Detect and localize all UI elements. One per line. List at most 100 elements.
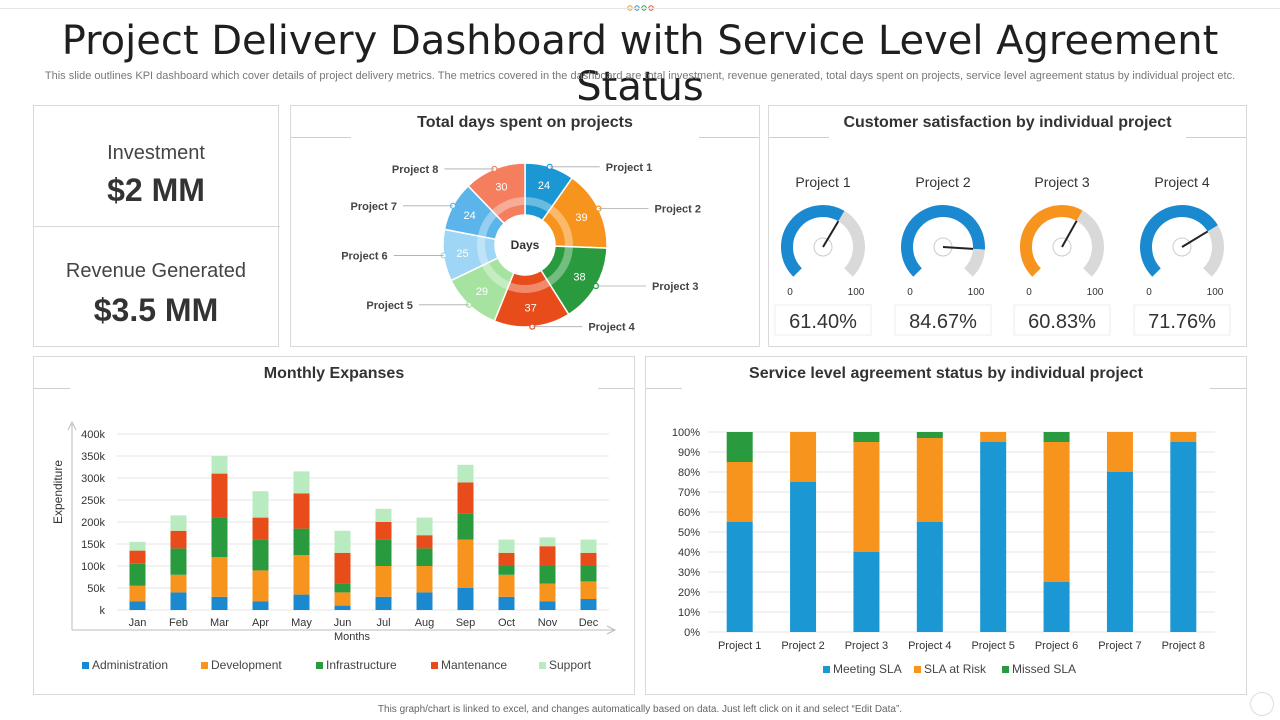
page-title: Project Delivery Dashboard with Service … [61,18,1219,110]
y-tick-label: 0% [684,627,700,639]
gauge-min-label: 0 [787,287,793,298]
gauge-track-arc [1202,225,1224,277]
x-tick-label: Aug [415,617,435,629]
slice-category-label: Project 6 [341,250,387,262]
donut-center-label: Days [511,238,540,252]
expense-bar-segment [170,548,187,575]
expense-bar-segment [375,508,392,522]
expense-bar-segment [293,471,310,494]
slice-category-label: Project 1 [606,162,652,174]
expense-bar-segment [334,552,351,584]
expense-bar-segment [457,588,474,610]
expense-bar-segment [498,539,515,553]
x-tick-label: Jun [334,617,352,629]
legend-label: Meeting SLA [833,662,902,676]
x-tick-label: Project 6 [1035,640,1078,652]
expense-bar-segment [211,557,228,597]
expense-bar-segment [170,574,187,593]
revenue-label: Revenue Generated [65,260,247,282]
gauge-value-box [894,304,992,336]
expense-bar-segment [498,574,515,597]
expense-bar-segment [457,464,474,483]
expense-bar-segment [416,517,433,536]
gauge-value-box [1133,304,1231,336]
slice-category-label: Project 7 [350,201,396,213]
legend-label: Development [211,658,282,672]
expense-bar-segment [252,517,269,540]
sla-bar-segment [980,442,1007,632]
sla-bar-segment [726,432,753,462]
x-tick-label: Jul [376,617,390,629]
legend-label: Support [549,658,592,672]
expense-bar-segment [170,592,187,610]
gauge-value-arc [1140,205,1218,277]
y-axis-title: Expenditure [51,460,65,524]
sla-bar-segment [726,462,753,522]
donut-slice [467,162,526,225]
revenue-value: $3.5 MM [93,292,219,328]
investment-value: $2 MM [107,172,205,208]
slice-value-label: 25 [456,248,468,260]
x-axis-title: Months [334,631,371,643]
expense-bar-segment [416,566,433,593]
expense-bar-segment [334,605,351,610]
expense-bar-segment [129,550,146,564]
expanses-title: Monthly Expanses [263,365,405,382]
gauge-max-label: 100 [1087,287,1104,298]
slice-value-label: 24 [464,210,476,222]
y-tick-label: 50% [678,527,700,539]
gauge-needle [942,246,974,250]
kpi-divider [34,226,280,227]
title-rule [1186,137,1246,138]
gauge-min-label: 0 [907,287,913,298]
expense-bar-segment [539,537,556,547]
days-chart-panel: Total days spent on projects 24 Project 1… [290,105,760,347]
gauge-project-label: Project 4 [1154,174,1209,190]
expense-bar-segment [211,517,228,558]
donut-inner-ring [477,197,573,293]
sla-panel: Service level agreement status by indivi… [645,356,1247,695]
x-tick-label: Dec [579,617,599,629]
title-rule [34,388,70,389]
gauge-value-label: 84.67% [909,311,977,333]
y-tick-label: 60% [678,507,700,519]
legend-label: Mantenance [441,658,507,672]
expense-bar-segment [129,541,146,551]
y-axis-arrow [67,420,77,431]
gauge-value-label: 61.40% [789,311,857,333]
legend-swatch [914,666,921,673]
investment-label: Investment [107,142,205,164]
expense-bar-segment [129,563,146,586]
sla-bar-segment [1106,472,1133,632]
expense-bar-segment [211,456,228,474]
expense-bar-segment [129,601,146,610]
legend-swatch [823,666,830,673]
gauge-value-arc [901,205,985,277]
title-rule [1210,388,1246,389]
y-tick-label: 400k [81,429,105,441]
x-tick-label: Project 7 [1098,640,1141,652]
legend-label: Administration [92,658,168,672]
gauge-project-label: Project 2 [915,174,970,190]
x-tick-label: May [291,617,312,629]
expense-bar-segment [457,539,474,588]
legend-swatch [316,662,323,669]
satisfaction-gauges: Project 1 0 100 61.40% Project 2 0 100 84.67% Pr… [774,174,1231,336]
slice-category-label: Project 8 [392,164,438,176]
expense-bar-segment [334,592,351,606]
sla-bar-segment [790,432,817,482]
monthly-expanses-chart: k 50k 100k 150k 200k 250k 300k 350k 400k Jan Feb Ma… [51,420,617,672]
sla-bar-segment [853,442,880,552]
expense-bar-segment [580,552,597,566]
y-tick-label: 70% [678,487,700,499]
legend-swatch [1002,666,1009,673]
sla-bar-segment [853,432,880,442]
satisfaction-title: Customer satisfaction by individual proj… [843,114,1172,131]
expense-bar-segment [211,596,228,610]
slice-category-label: Project 2 [654,204,700,216]
y-tick-label: 50k [87,583,105,595]
legend-swatch [539,662,546,669]
gauge-track-arc [1076,210,1104,277]
y-tick-label: 200k [81,517,105,529]
gauge-track-arc [838,210,865,277]
